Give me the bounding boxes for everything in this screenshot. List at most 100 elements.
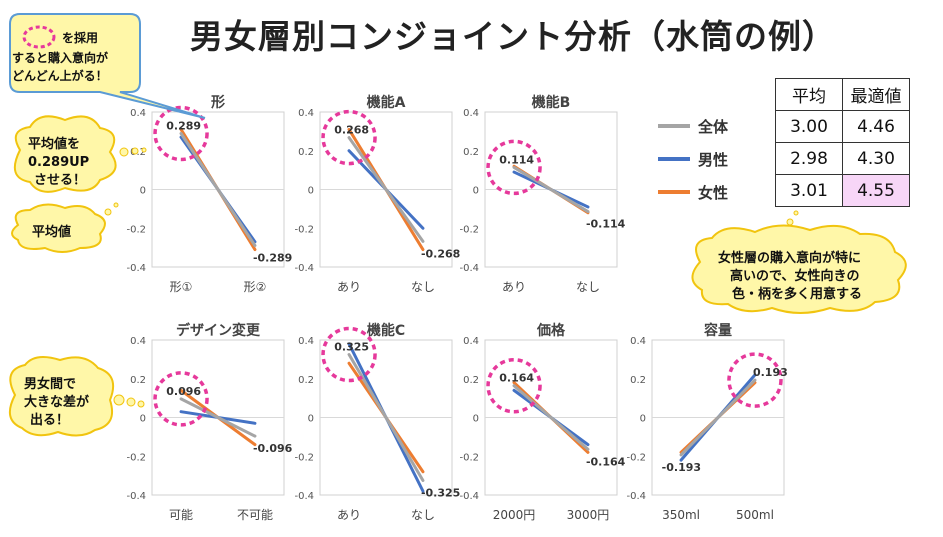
series-line	[179, 397, 257, 438]
x-tick-label: 形①	[170, 280, 193, 294]
table-row: 3.01 4.55	[775, 174, 910, 207]
thought-dot-icon	[131, 147, 139, 155]
x-tick-label: あり	[337, 508, 361, 522]
legend-label-female: 女性	[698, 184, 728, 202]
y-tick-label: -0.4	[294, 263, 314, 274]
callout-gap-line2: 大きな差が	[24, 394, 89, 410]
callout-avg: 平均値	[11, 202, 119, 253]
thought-cloud-icon	[8, 355, 114, 437]
data-label: -0.268	[421, 247, 460, 260]
x-tick-label: 可能	[169, 508, 193, 522]
data-label: 0.193	[753, 366, 788, 379]
table-cell: 4.30	[842, 142, 910, 175]
x-tick-label: あり	[337, 280, 361, 294]
chart-panel: 機能C 0.4 0.2 0 -0.2 -0.4 あり なし 0.325 -0.325	[294, 322, 460, 522]
callout-adopt-line1: を採用	[62, 30, 98, 45]
y-tick-label: 0.2	[463, 375, 479, 386]
y-tick-label: 0.2	[463, 147, 479, 158]
y-tick-label: 0	[473, 414, 479, 425]
callout-gender-gap: 男女間で 大きな差が 出る！	[8, 355, 145, 437]
x-tick-label: 2000円	[493, 508, 536, 522]
y-tick-label: 0	[640, 414, 646, 425]
callout-avg-up: 平均値を 0.289UP させる！	[13, 115, 147, 193]
callout-avg-up-line3: させる！	[34, 173, 86, 188]
chart-title: 価格	[536, 322, 566, 339]
x-tick-label: なし	[576, 280, 600, 294]
legend-label-all: 全体	[697, 118, 729, 136]
chart-title: 機能C	[367, 322, 405, 339]
data-label: 0.164	[499, 372, 534, 385]
series-line	[512, 384, 590, 451]
series-line	[179, 132, 257, 247]
y-tick-label: 0	[473, 186, 479, 197]
table-cell: 2.98	[775, 142, 843, 175]
callout-avg-text: 平均値	[32, 224, 71, 240]
y-tick-label: -0.2	[626, 452, 646, 463]
y-tick-label: 0.4	[298, 108, 314, 119]
series-line	[347, 353, 425, 482]
y-tick-label: -0.2	[459, 224, 479, 235]
thought-dot-icon	[786, 218, 794, 226]
table-header-row: 平均 最適値	[775, 78, 910, 111]
highlight-circle	[321, 109, 377, 166]
series-line	[512, 165, 590, 214]
y-tick-label: 0.2	[298, 375, 314, 386]
y-tick-label: 0.2	[630, 375, 646, 386]
data-label: 0.268	[334, 124, 369, 137]
thought-dot-icon	[137, 400, 145, 408]
x-tick-label: 不可能	[237, 508, 273, 522]
y-tick-label: -0.2	[126, 452, 146, 463]
chart-panel: 機能B 0.4 0.2 0 -0.2 -0.4 あり なし 0.114 -0.114	[459, 94, 625, 294]
series-line	[347, 136, 425, 243]
chart-title: 機能A	[367, 94, 406, 111]
chart-title: 形	[211, 94, 225, 111]
y-tick-label: 0	[308, 414, 314, 425]
data-label: -0.193	[662, 461, 701, 474]
callout-gap-line3: 出る！	[30, 412, 69, 428]
data-label: -0.164	[586, 455, 626, 468]
chart-title: 機能B	[532, 94, 571, 111]
callout-female-line3: 色・柄を多く用意する	[732, 286, 862, 302]
data-label: -0.096	[253, 442, 293, 455]
legend: 全体 男性 女性	[658, 118, 729, 202]
x-tick-label: あり	[502, 280, 526, 294]
chart-panel: 容量 0.4 0.2 0 -0.2 -0.4 350ml 500ml -0.193 0.193	[626, 322, 787, 522]
data-label: -0.114	[586, 218, 626, 231]
y-tick-label: 0.2	[130, 375, 146, 386]
data-label: 0.325	[334, 341, 369, 354]
data-label: -0.325	[421, 486, 460, 499]
y-tick-label: -0.4	[126, 491, 146, 502]
page-title: 男女層別コンジョイント分析（水筒の例）	[190, 17, 836, 56]
y-tick-label: -0.2	[294, 224, 314, 235]
table-header: 平均	[775, 78, 843, 111]
thought-dot-icon	[126, 397, 136, 407]
x-tick-label: なし	[411, 508, 435, 522]
charts-group: 形 0.4 0.2 0 -0.2 -0.4 形① 形② 0.289 -0.289 機能A 0.4 0.2…	[126, 94, 787, 522]
y-tick-label: 0	[140, 414, 146, 425]
y-tick-label: -0.4	[459, 263, 479, 274]
table-cell-highlight: 4.55	[842, 174, 910, 207]
data-label: 0.114	[499, 153, 534, 166]
x-tick-label: 500ml	[736, 508, 774, 522]
thought-dot-icon	[113, 394, 125, 406]
thought-dot-icon	[793, 210, 799, 216]
table-cell: 3.00	[775, 110, 843, 143]
thought-cloud-icon	[11, 203, 106, 253]
y-tick-label: -0.4	[126, 263, 146, 274]
thought-cloud-icon	[691, 224, 907, 314]
y-tick-label: -0.4	[626, 491, 646, 502]
data-label: 0.289	[166, 120, 201, 133]
callout-adopt: を採用 すると購入意向が どんどん上がる！	[9, 13, 206, 119]
summary-table: 平均 最適値 3.00 4.46 2.98 4.30 3.01 4.55	[775, 78, 910, 207]
thought-dot-icon	[141, 147, 147, 153]
x-tick-label: なし	[411, 280, 435, 294]
chart-panel: 機能A 0.4 0.2 0 -0.2 -0.4 あり なし 0.268 -0.268	[294, 94, 460, 294]
chart-panel: 価格 0.4 0.2 0 -0.2 -0.4 2000円 3000円 0.164 -0.164	[459, 322, 625, 522]
highlight-circle	[153, 105, 209, 162]
legend-label-male: 男性	[698, 151, 728, 169]
data-label: 0.096	[166, 385, 201, 398]
y-tick-label: 0.4	[130, 108, 146, 119]
y-tick-label: 0.4	[298, 336, 314, 347]
table-row: 2.98 4.30	[775, 142, 910, 175]
y-tick-label: 0	[308, 186, 314, 197]
